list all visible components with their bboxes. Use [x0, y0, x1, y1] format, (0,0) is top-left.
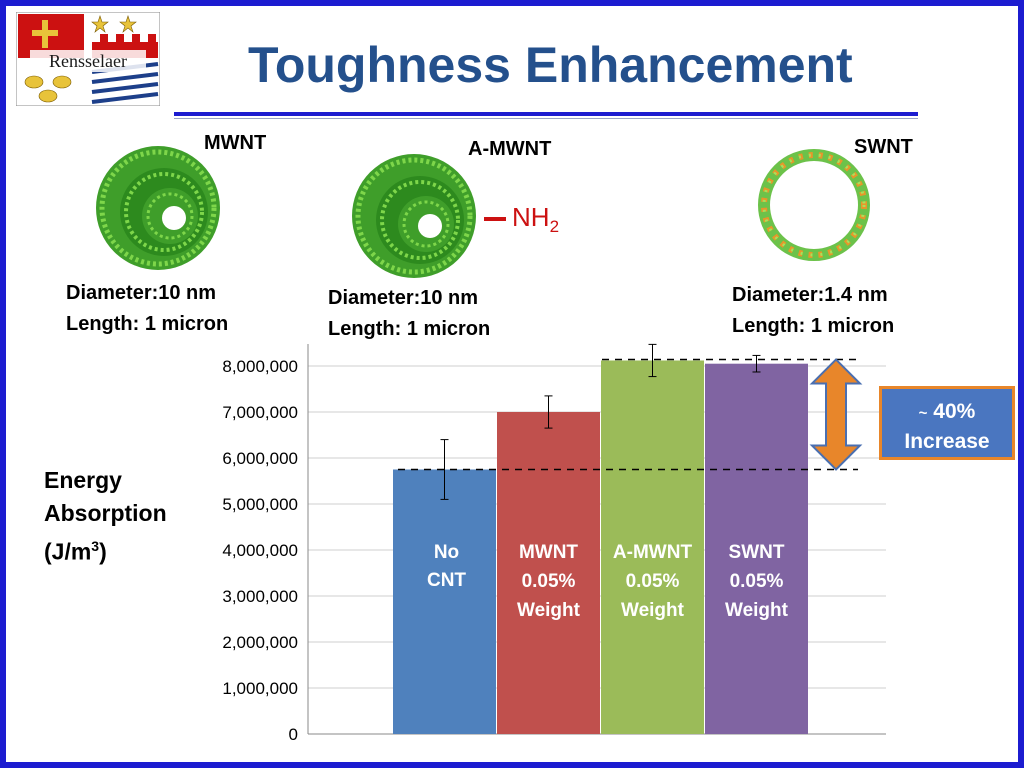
energy-absorption-chart: 0 1,000,000 2,000,000 3,000,000 4,000,000 5,0…: [222, 343, 886, 744]
y-tick-label: 2,000,000: [222, 633, 298, 652]
amine-group-label: NH2: [484, 202, 559, 237]
bar: [601, 360, 704, 734]
increase-callout: ~ 40% Increase: [879, 386, 1015, 460]
approx-symbol: ~: [918, 405, 928, 422]
rensselaer-logo: Rensselaer: [16, 12, 160, 106]
bar-label: No: [434, 542, 459, 563]
bars: [393, 360, 808, 734]
bond-dash: [484, 217, 506, 222]
double-arrow: [809, 358, 863, 471]
bar: [497, 412, 600, 734]
bar-label: 0.05%: [626, 571, 680, 592]
y-tick-label: 6,000,000: [222, 449, 298, 468]
bar-label: 0.05%: [730, 571, 784, 592]
bar-label: CNT: [427, 570, 466, 591]
title-underline: [174, 112, 918, 116]
amine-subscript: 2: [549, 217, 560, 237]
y-tick-labels: 0 1,000,000 2,000,000 3,000,000 4,000,000 5,0…: [222, 357, 298, 744]
bar-label: MWNT: [519, 542, 578, 563]
y-axis-label-line3: (J/m3): [44, 538, 107, 565]
page-title: Toughness Enhancement: [248, 37, 853, 93]
y-tick-label: 0: [289, 725, 298, 744]
a-mwnt-description: Diameter:10 nm Length: 1 micron: [328, 283, 490, 345]
y-tick-label: 5,000,000: [222, 495, 298, 514]
increase-percent: 40%: [933, 400, 976, 423]
a-mwnt-name: A-MWNT: [468, 138, 552, 160]
swnt-illustration: [758, 149, 870, 261]
swnt-name: SWNT: [854, 136, 913, 158]
mwnt-name: MWNT: [204, 132, 267, 154]
y-tick-label: 7,000,000: [222, 403, 298, 422]
a-mwnt-length: Length: 1 micron: [328, 318, 491, 340]
swnt-length: Length: 1 micron: [732, 315, 895, 337]
logo-text: Rensselaer: [49, 51, 127, 71]
amine-group: NH: [512, 202, 550, 232]
bar-labels: No CNT MWNT 0.05% Weight A-MWNT 0.05% Weight SWN…: [427, 542, 789, 621]
y-tick-label: 1,000,000: [222, 679, 298, 698]
y-axis-label-line1: Energy: [44, 467, 122, 493]
bar-label: Weight: [725, 600, 789, 621]
bar: [393, 469, 496, 734]
a-mwnt-illustration: [352, 154, 476, 278]
y-tick-label: 4,000,000: [222, 541, 298, 560]
increase-arrow: [809, 358, 863, 471]
bar-label: SWNT: [729, 542, 785, 563]
y-axis-unit-exponent: 3: [91, 538, 100, 554]
y-axis-label: Energy Absorption (J/m3): [44, 464, 167, 569]
y-axis-label-line2: Absorption: [44, 500, 167, 526]
reference-lines: [398, 358, 858, 471]
bar-label: A-MWNT: [613, 542, 693, 563]
bar-label: Weight: [517, 600, 581, 621]
a-mwnt-diameter: Diameter:10 nm: [328, 287, 479, 309]
mwnt-diameter: Diameter:10 nm: [66, 282, 217, 304]
mwnt-description: Diameter:10 nm Length: 1 micron: [66, 278, 228, 340]
bar-label: 0.05%: [522, 571, 576, 592]
swnt-description: Diameter:1.4 nm Length: 1 micron: [732, 280, 894, 342]
increase-value: ~ 40%: [882, 398, 1012, 428]
y-tick-label: 8,000,000: [222, 357, 298, 376]
y-tick-label: 3,000,000: [222, 587, 298, 606]
title-underline-thin: [174, 118, 918, 119]
error-bars: [440, 343, 761, 500]
swnt-diameter: Diameter:1.4 nm: [732, 284, 888, 306]
mwnt-length: Length: 1 micron: [66, 313, 229, 335]
bar: [705, 363, 808, 734]
increase-text: Increase: [904, 430, 990, 453]
mwnt-illustration: [96, 146, 220, 270]
bar-label: Weight: [621, 600, 685, 621]
